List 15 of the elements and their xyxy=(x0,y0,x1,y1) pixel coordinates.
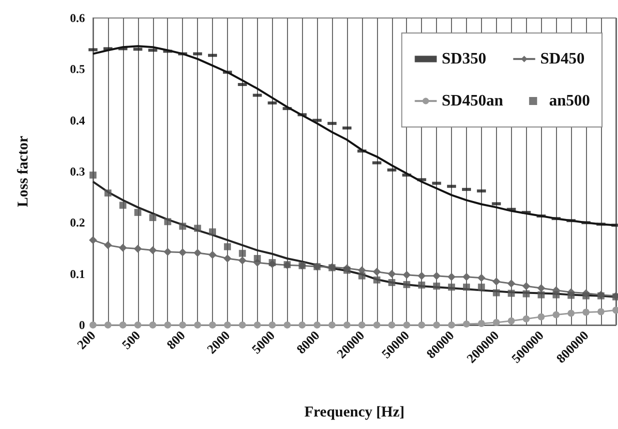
legend-label: SD350 xyxy=(442,50,486,68)
y-tick-label: 0.2 xyxy=(70,216,85,230)
x-axis-title: Frequency [Hz] xyxy=(304,404,404,420)
y-tick-label: 0.5 xyxy=(70,62,85,76)
x-tick-label: 8000 xyxy=(293,328,322,357)
y-axis-title: Loss factor xyxy=(16,136,32,208)
legend-label: SD450 xyxy=(540,50,585,68)
y-tick-label: 0.1 xyxy=(70,266,85,281)
legend-label: an500 xyxy=(549,92,590,110)
legend-label: SD450an xyxy=(442,92,504,110)
y-tick-label: 0.6 xyxy=(70,11,85,25)
x-tick-label: 500 xyxy=(118,328,144,352)
y-tick-label: 0.4 xyxy=(70,113,85,128)
x-tick-label: 800 xyxy=(164,328,188,352)
y-tick-label: 0.3 xyxy=(70,164,85,178)
